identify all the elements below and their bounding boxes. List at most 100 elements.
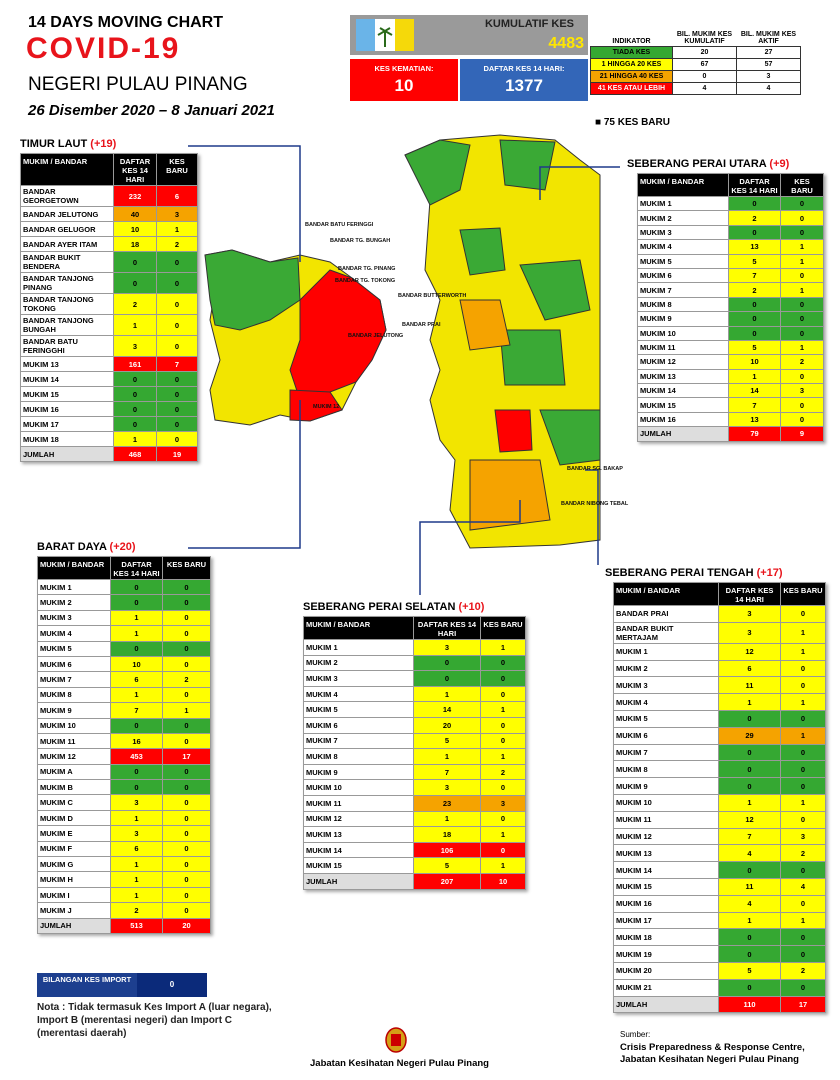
total-label: JUMLAH (637, 426, 729, 442)
table-row: MUKIM 6 29 1 (613, 726, 826, 745)
case-count: 0 (162, 886, 211, 904)
case-count: 13 (728, 239, 781, 255)
district-name: BARAT DAYA (37, 541, 107, 553)
total-count: 10 (480, 872, 526, 890)
case-count: 0 (780, 659, 826, 678)
table-row: MUKIM 14 106 0 (303, 841, 526, 859)
mukim-name: MUKIM 2 (637, 210, 729, 226)
mukim-name: MUKIM 14 (637, 383, 729, 399)
map-label: BANDAR PRAI (402, 322, 441, 328)
case-count: 0 (156, 386, 198, 402)
summary-top: KUMULATIF KES 4483 (350, 15, 588, 55)
mukim-name: MUKIM 14 (303, 841, 414, 859)
mukim-name: MUKIM 7 (303, 732, 414, 750)
case-count: 0 (780, 224, 824, 241)
total-count: 110 (718, 995, 781, 1014)
case-count: 1 (413, 685, 481, 703)
table-row: MUKIM 16 13 0 (637, 411, 824, 428)
mukim-name: MUKIM 8 (37, 686, 111, 704)
case-count: 0 (162, 594, 211, 611)
mukim-name: MUKIM 3 (613, 676, 719, 695)
case-count: 1 (110, 809, 163, 827)
case-count: 0 (728, 195, 781, 212)
case-count: 1 (480, 748, 526, 765)
total-row: JUMLAH 468 19 (20, 446, 198, 462)
district-table: MUKIM / BANDAR DAFTAR KES 14 HARI KES BARU… (303, 616, 526, 890)
table-row: BANDAR AYER ITAM 18 2 (20, 236, 198, 252)
case-count: 0 (728, 224, 781, 241)
table-row: MUKIM 5 14 1 (303, 701, 526, 718)
case-count: 0 (780, 605, 826, 623)
import-note: Nota : Tidak termasuk Kes Import A (luar… (37, 1002, 272, 1039)
mukim-name: MUKIM 10 (37, 717, 111, 734)
case-count: 3 (413, 779, 481, 796)
case-count: 1 (110, 686, 163, 704)
case-count: 161 (113, 356, 157, 372)
header-cell: MUKIM / BANDAR (20, 153, 114, 186)
case-count: 14 (728, 383, 781, 399)
map-label: BANDAR TG. BUNGAH (330, 238, 390, 244)
mukim-name: MUKIM 1 (637, 195, 729, 212)
table-row: MUKIM 17 1 1 (613, 911, 826, 930)
case-count: 0 (780, 928, 826, 947)
table-row: MUKIM 14 0 0 (613, 861, 826, 879)
mukim-name: MUKIM 5 (37, 640, 111, 657)
mukim-name: MUKIM 13 (613, 844, 719, 863)
case-count: 0 (780, 978, 826, 997)
case-count: 0 (780, 411, 824, 428)
indicator-row: 41 KES ATAU LEBIH 4 4 (590, 82, 801, 95)
mukim-name: MUKIM 12 (37, 748, 111, 765)
district-title: TIMUR LAUT (+19) (20, 138, 198, 153)
header-cell: KES BARU (162, 556, 211, 580)
header-cell: MUKIM / BANDAR (37, 556, 111, 580)
case-count: 0 (162, 717, 211, 734)
table-row: MUKIM 3 11 0 (613, 676, 826, 695)
mukim-name: MUKIM 9 (613, 777, 719, 795)
mukim-name: BANDAR BUKIT BENDERA (20, 251, 114, 273)
case-count: 13 (728, 411, 781, 428)
mukim-name: MUKIM 8 (613, 760, 719, 779)
case-count: 1 (110, 609, 163, 627)
mukim-name: MUKIM H (37, 871, 111, 888)
map-label: BANDAR BATU FERINGGI (305, 222, 374, 228)
mukim-name: MUKIM 4 (37, 625, 111, 642)
case-count: 5 (413, 732, 481, 750)
flag (356, 19, 414, 51)
case-count: 2 (162, 671, 211, 688)
case-count: 0 (718, 978, 781, 997)
mukim-name: MUKIM 15 (637, 397, 729, 413)
mukim-name: MUKIM 18 (20, 431, 114, 447)
district-table: MUKIM / BANDAR DAFTAR KES 14 HARI KES BARU… (637, 173, 824, 442)
header-cell: KES BARU (156, 153, 198, 186)
total-row: JUMLAH 513 20 (37, 917, 211, 934)
case-count: 0 (162, 856, 211, 873)
indicator-cell: 3 (736, 70, 801, 83)
mukim-name: MUKIM 4 (637, 239, 729, 255)
case-count: 1 (718, 911, 781, 930)
case-count: 0 (162, 902, 211, 919)
mukim-name: MUKIM B (37, 779, 111, 796)
case-count: 0 (480, 670, 526, 687)
case-count: 0 (718, 743, 781, 762)
mukim-name: BANDAR GELUGOR (20, 221, 114, 237)
case-count: 7 (110, 702, 163, 719)
mukim-name: MUKIM 3 (303, 670, 414, 687)
case-count: 0 (110, 763, 163, 781)
table-row: MUKIM 12 10 2 (637, 354, 824, 370)
case-count: 0 (162, 840, 211, 858)
case-count: 0 (156, 251, 198, 273)
mukim-name: MUKIM 19 (613, 945, 719, 963)
header-cell: MUKIM / BANDAR (303, 616, 414, 640)
case-count: 232 (113, 185, 157, 207)
